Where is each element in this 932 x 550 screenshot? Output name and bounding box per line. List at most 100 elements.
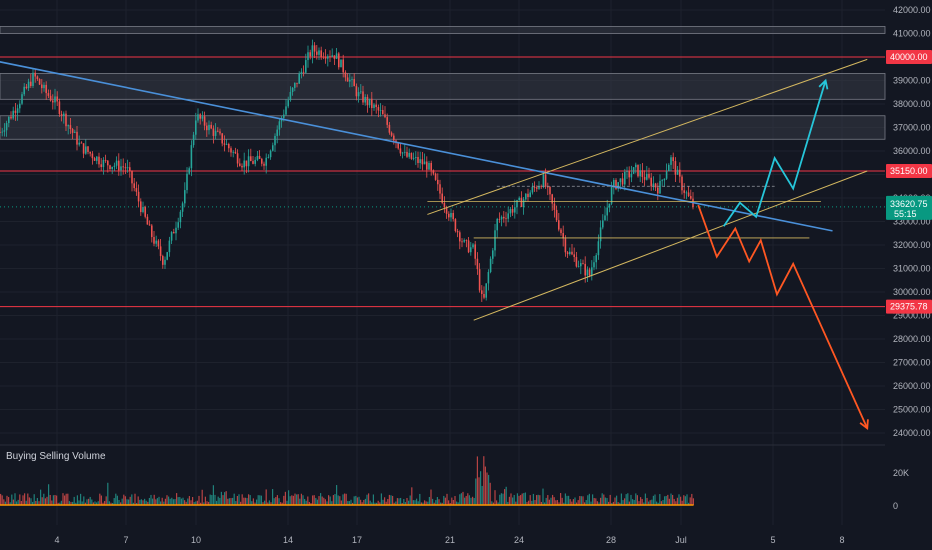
bullish-projection-arrow-arrowhead <box>818 78 829 90</box>
level-price-tag-text: 40000.00 <box>890 52 928 62</box>
volume-bar <box>552 494 554 505</box>
volume-bar <box>249 495 251 505</box>
volume-bar <box>273 498 275 505</box>
volume-bar <box>241 494 243 505</box>
candle-body <box>481 290 483 294</box>
volume-bar <box>179 497 181 505</box>
volume-bar <box>105 496 107 505</box>
candle-body <box>129 167 131 171</box>
candle-body <box>503 216 505 219</box>
volume-bar <box>307 496 309 505</box>
candle-body <box>599 227 602 242</box>
candle-body <box>443 202 446 208</box>
volume-bar <box>604 497 606 505</box>
volume-bar <box>622 500 624 505</box>
volume-bar <box>494 490 496 505</box>
candle-body <box>74 131 76 133</box>
volume-bar <box>374 502 376 505</box>
candle-body <box>144 207 146 217</box>
candle-body <box>555 209 558 221</box>
price-tick-label: 32000.00 <box>893 240 931 250</box>
candle-body <box>386 117 388 125</box>
volume-bar <box>44 498 46 505</box>
volume-bar <box>680 496 682 505</box>
volume-bar <box>435 500 437 505</box>
candle-body <box>27 81 30 89</box>
candle-body <box>566 252 569 255</box>
candle-body <box>131 170 133 184</box>
candle-body <box>357 92 360 97</box>
candle-body <box>558 220 560 230</box>
volume-bar <box>46 496 48 505</box>
volume-bar <box>139 499 141 505</box>
candle-body <box>382 110 384 115</box>
volume-bar <box>540 501 542 505</box>
volume-bar <box>662 499 664 505</box>
time-axis[interactable]: 4 7 10 14 17 21 24 28 Jul 5 8 <box>54 535 844 545</box>
candle-body <box>221 133 223 144</box>
volume-bar <box>147 501 149 505</box>
volume-bar <box>612 501 614 505</box>
candle-body <box>36 76 39 80</box>
candle-body <box>408 152 410 157</box>
volume-bar <box>387 499 389 505</box>
volume-bar <box>108 501 110 505</box>
candle-body <box>78 142 80 145</box>
candle-body <box>580 263 582 267</box>
candle-body <box>8 116 10 124</box>
candle-body <box>250 156 252 162</box>
candle-body <box>173 232 175 234</box>
volume-bar <box>124 496 126 505</box>
volume-bar <box>488 474 490 505</box>
volume-bar <box>534 500 536 505</box>
volume-bar <box>225 491 227 505</box>
volume-bar <box>588 493 590 505</box>
candle-body <box>397 142 399 149</box>
candle-body <box>351 79 353 80</box>
candle-body <box>212 128 215 136</box>
volume-bar <box>667 494 669 505</box>
candle-body <box>93 158 96 161</box>
volume-bar <box>153 494 155 505</box>
volume-bar <box>52 495 54 505</box>
volume-bar <box>177 497 179 505</box>
candle-body <box>410 152 413 159</box>
volume-bar <box>364 498 366 505</box>
volume-bar <box>297 494 299 505</box>
candle-body <box>591 267 593 276</box>
volume-bar <box>377 500 379 505</box>
volume-bar <box>630 494 632 505</box>
candle-body <box>76 131 78 145</box>
volume-bar <box>304 498 306 505</box>
current-price-tag <box>886 195 932 220</box>
candle-body <box>551 194 553 204</box>
volume-bar <box>182 497 184 505</box>
volume-bar <box>675 501 677 505</box>
volume-bar <box>6 495 8 505</box>
candle-body <box>496 218 498 231</box>
volume-bar <box>660 501 662 505</box>
volume-bar <box>16 501 18 505</box>
candle-body <box>10 116 12 119</box>
volume-bar <box>353 496 355 505</box>
volume-bar <box>164 498 166 505</box>
volume-bar <box>592 494 594 505</box>
volume-bar <box>633 500 635 505</box>
volume-bar <box>251 501 253 505</box>
candle-body <box>85 146 87 154</box>
volume-bar <box>329 496 331 505</box>
price-tick-label: 27000.00 <box>893 358 931 368</box>
candle-body <box>0 132 1 133</box>
time-tick-label: Jul <box>675 535 687 545</box>
volume-bar <box>443 495 445 505</box>
level-price-tag <box>886 163 932 178</box>
volume-bar <box>600 497 602 505</box>
candle-body <box>379 110 382 111</box>
volume-bar <box>65 493 67 505</box>
price-tick-label: 30000.00 <box>893 287 931 297</box>
volume-bar <box>497 502 499 505</box>
volume-bar <box>217 496 219 505</box>
candle-body <box>683 190 685 193</box>
volume-bar <box>292 495 294 505</box>
